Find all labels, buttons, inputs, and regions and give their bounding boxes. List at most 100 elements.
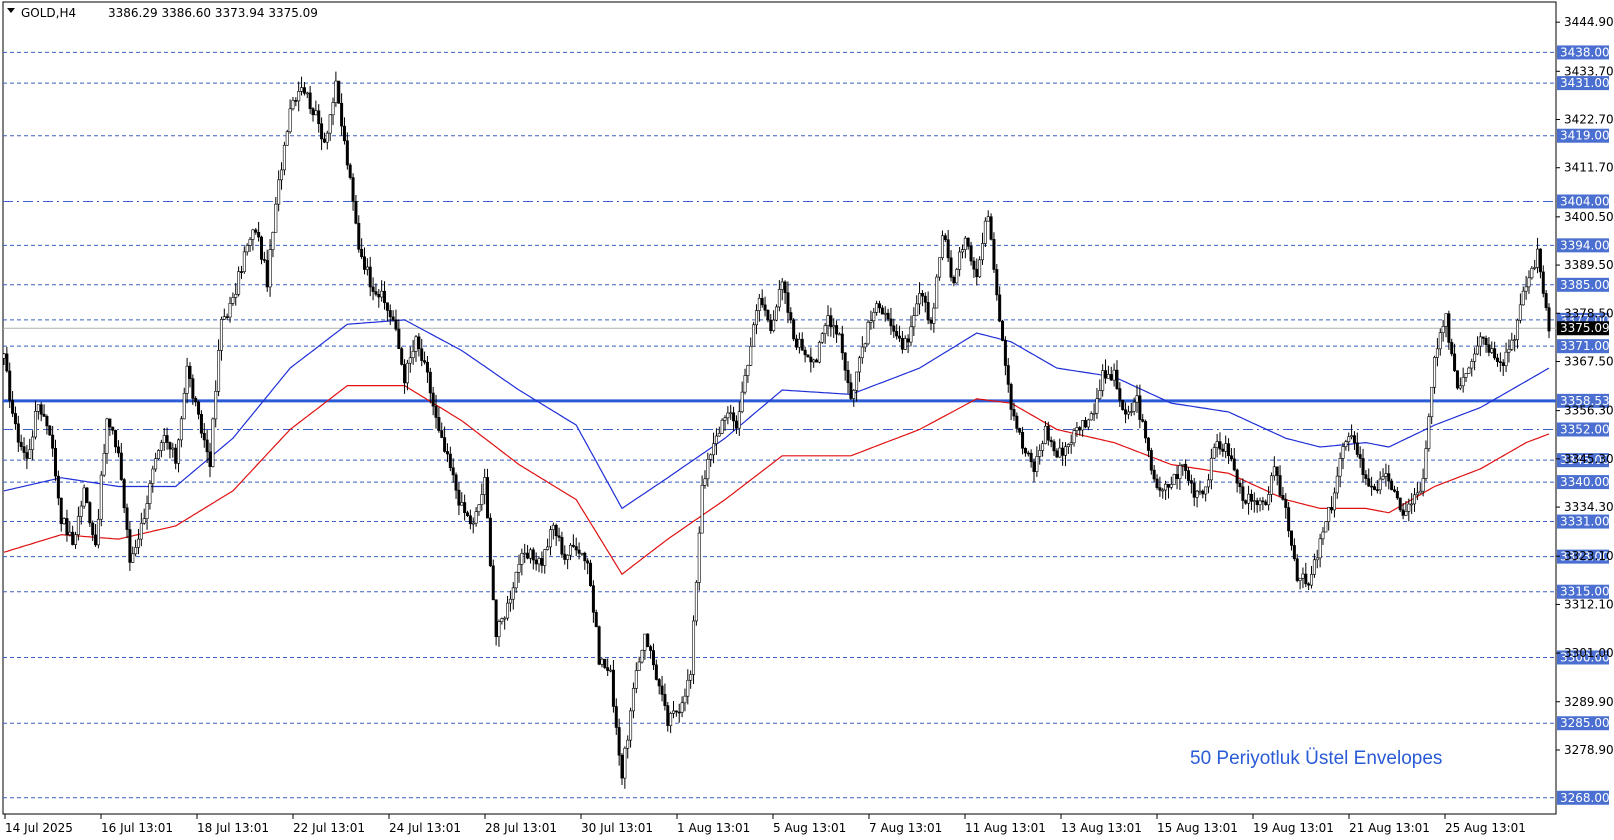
price-tick-label: 3378.50 [1564, 306, 1614, 320]
candle-body [783, 281, 787, 293]
candle-body [840, 333, 844, 354]
candle-body [1275, 466, 1279, 476]
candle-body [1518, 304, 1522, 321]
candle-body [643, 633, 647, 651]
candle-body [1318, 538, 1322, 559]
candle-body [823, 325, 827, 334]
candle-body [1487, 344, 1491, 353]
candle-body [1224, 443, 1228, 452]
candle-body [591, 585, 595, 613]
candle-body [65, 518, 69, 535]
candle-body [397, 328, 401, 349]
candle-body [1510, 339, 1514, 350]
candle-body [85, 487, 89, 503]
candle-body [1352, 435, 1356, 444]
candle-body [1072, 430, 1076, 444]
candle-body [969, 245, 973, 262]
candle-body [1204, 486, 1208, 495]
candle-body [1533, 267, 1537, 269]
candle-body [1069, 442, 1073, 445]
candle-body [697, 532, 701, 583]
candle-body [16, 423, 20, 443]
candle-body [786, 292, 790, 313]
candle-body [1390, 480, 1394, 491]
candle-body [291, 100, 295, 110]
candle-body [171, 447, 175, 450]
envelope-lines [3, 319, 1550, 576]
candle-body [351, 177, 355, 202]
candle-body [1066, 444, 1070, 447]
candle-body [998, 294, 1002, 322]
candle-body [1378, 478, 1382, 491]
price-axis[interactable]: 3444.90 3433.70 3422.70 3411.70 3400.50 3389.… [1556, 15, 1614, 757]
candle-body [211, 418, 215, 467]
candle-body [102, 453, 106, 476]
candle-body [1332, 492, 1336, 511]
candle-body [589, 562, 593, 586]
candle-body [980, 243, 984, 261]
candle-body [1430, 386, 1434, 418]
candle-body [1081, 420, 1085, 431]
candle-body [629, 710, 633, 741]
candle-body [48, 425, 52, 436]
candle-body [517, 564, 521, 573]
candle-body [480, 494, 484, 505]
level-tag-label: 3431.00 [1560, 76, 1610, 90]
candle-body [1255, 500, 1259, 506]
symbol-dropdown-icon[interactable] [7, 8, 15, 13]
candle-body [340, 102, 344, 127]
candle-body [540, 558, 544, 566]
horizontal-levels: 3438.00 3431.00 3419.00 3404.00 3394.00 3385.… [3, 45, 1610, 805]
candle-body [806, 354, 810, 358]
candle-body [1006, 365, 1010, 385]
candle-body [898, 335, 902, 339]
candle-body [1344, 441, 1348, 447]
candle-body [1158, 487, 1162, 491]
candle-body [757, 297, 761, 311]
candle-body [1084, 420, 1088, 428]
candle-body [915, 303, 919, 316]
candle-body [935, 276, 939, 309]
candle-body [463, 502, 467, 514]
candle-body [1395, 491, 1399, 499]
candle-body [1052, 441, 1056, 452]
candle-body [388, 310, 392, 318]
candle-body [1527, 277, 1531, 288]
candle-body [11, 400, 15, 414]
candle-body [963, 237, 967, 250]
candle-body [1192, 482, 1196, 498]
candle-body [1269, 475, 1273, 495]
candle-body [580, 552, 584, 555]
time-axis[interactable]: 14 Jul 2025 16 Jul 13:01 18 Jul 13:01 22 Ju… [4, 814, 1526, 835]
candle-body [1086, 419, 1090, 428]
candle-body [1178, 465, 1182, 479]
candle-body [1141, 419, 1145, 422]
candle-body [1513, 339, 1517, 341]
candle-body [1418, 490, 1422, 494]
plot-area[interactable] [2, 1, 1557, 815]
candle-body [763, 304, 767, 311]
candle-body [425, 361, 429, 373]
candle-body [337, 80, 341, 104]
candle-body [614, 706, 618, 728]
candle-body [631, 688, 635, 712]
candle-body [949, 257, 953, 278]
candle-body [1041, 443, 1045, 451]
candle-body [923, 295, 927, 303]
candle-body [1215, 441, 1219, 448]
candle-body [955, 269, 959, 284]
candle-body [940, 235, 944, 259]
candle-body [465, 512, 469, 517]
candle-body [151, 468, 155, 484]
candle-body [451, 467, 455, 476]
candle-body [1249, 493, 1253, 502]
candle-body [706, 459, 710, 480]
candle-body [872, 312, 876, 322]
candle-body [835, 325, 839, 335]
candle-body [829, 315, 833, 328]
candle-body [986, 216, 990, 222]
candle-body [1095, 398, 1099, 414]
candle-body [13, 413, 17, 425]
candle-body [1175, 474, 1179, 479]
